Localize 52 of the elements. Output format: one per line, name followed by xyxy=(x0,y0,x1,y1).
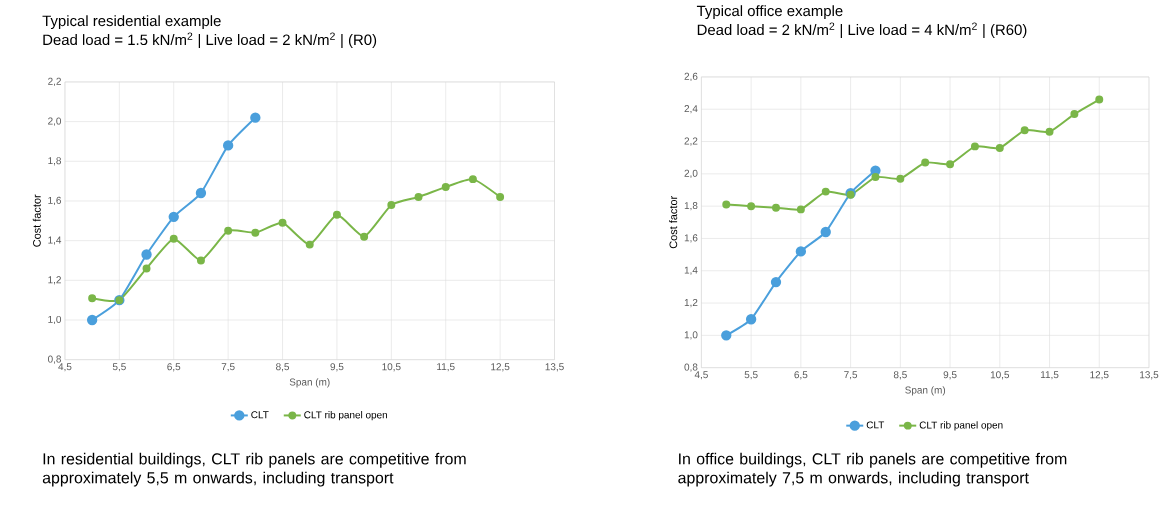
legend-label: CLT rib panel open xyxy=(919,421,1003,431)
x-tick-label: 5,5 xyxy=(112,363,126,372)
x-tick-label: 13,5 xyxy=(1140,371,1159,380)
text: In residential buildings, CLT rib panels are competitive from approximately 5,5 m onwards, including transport xyxy=(42,453,466,487)
x-tick-label: 10,5 xyxy=(382,363,401,372)
y-tick-label: 1,8 xyxy=(48,157,61,166)
y-axis-title: Cost factor xyxy=(669,196,678,249)
x-tick-label: 9,5 xyxy=(943,371,957,380)
y-tick-label: 2,2 xyxy=(684,137,698,146)
y-tick-label: 2,0 xyxy=(684,169,698,179)
x-tick-label: 10,5 xyxy=(990,371,1010,380)
legend-label: CLT xyxy=(251,411,269,419)
y-tick-label: 1,4 xyxy=(48,236,62,245)
y-tick-label: 1,4 xyxy=(684,266,698,276)
y-tick-label: 1,2 xyxy=(48,276,61,285)
x-tick-label: 11,5 xyxy=(1040,371,1059,380)
y-tick-label: 1,6 xyxy=(684,234,698,243)
y-tick-label: 1,8 xyxy=(684,202,698,211)
text: In office buildings, CLT rib panels are competitive from approximately 7,5 m onwards, including transport xyxy=(678,453,1067,487)
chart-subtitle: Dead load = 1.5 kN/m$^{2}$ | Live load = 2 kN/m$^{2}$ | (R0) xyxy=(43,32,377,49)
y-tick-label: 2,2 xyxy=(48,78,61,87)
x-tick-label: 4,5 xyxy=(694,371,708,380)
x-tick-label: 12,5 xyxy=(491,363,510,372)
chart-title: Typical residential example xyxy=(42,15,221,30)
x-tick-label: 6,5 xyxy=(794,371,808,380)
chart-title: Typical office example xyxy=(696,5,843,20)
x-axis-title: Span (m) xyxy=(905,386,946,396)
y-tick-label: 2,0 xyxy=(48,117,62,126)
y-axis-title: Cost factor xyxy=(32,194,41,247)
y-tick-label: 0,8 xyxy=(684,363,698,373)
x-tick-label: 11,5 xyxy=(437,363,455,372)
y-tick-label: 0,8 xyxy=(47,355,61,365)
x-tick-label: 13,5 xyxy=(545,363,564,372)
x-axis-title: Span (m) xyxy=(289,378,330,388)
x-tick-label: 8,5 xyxy=(276,363,290,372)
y-tick-label: 1,0 xyxy=(684,331,698,340)
y-tick-label: 2,6 xyxy=(684,73,698,82)
x-tick-label: 6,5 xyxy=(167,363,181,372)
legend-label: CLT rib panel open xyxy=(304,411,387,421)
x-tick-label: 5,5 xyxy=(744,371,758,380)
legend-label: CLT xyxy=(866,421,885,429)
x-tick-label: 8,5 xyxy=(893,371,907,380)
y-tick-label: 1,2 xyxy=(684,299,698,308)
y-tick-label: 1,0 xyxy=(48,316,62,325)
x-tick-label: 4,5 xyxy=(58,363,72,372)
x-tick-label: 7,5 xyxy=(844,371,858,380)
y-tick-label: 1,6 xyxy=(48,197,61,206)
x-tick-label: 9,5 xyxy=(330,363,344,372)
x-tick-label: 12,5 xyxy=(1090,371,1109,380)
chart-subtitle: Dead load = 2 kN/m$^{2}$ | Live load = 4 kN/m$^{2}$ | (R60) xyxy=(697,22,1027,39)
y-tick-label: 2,4 xyxy=(684,105,698,114)
x-tick-label: 7,5 xyxy=(221,363,235,372)
